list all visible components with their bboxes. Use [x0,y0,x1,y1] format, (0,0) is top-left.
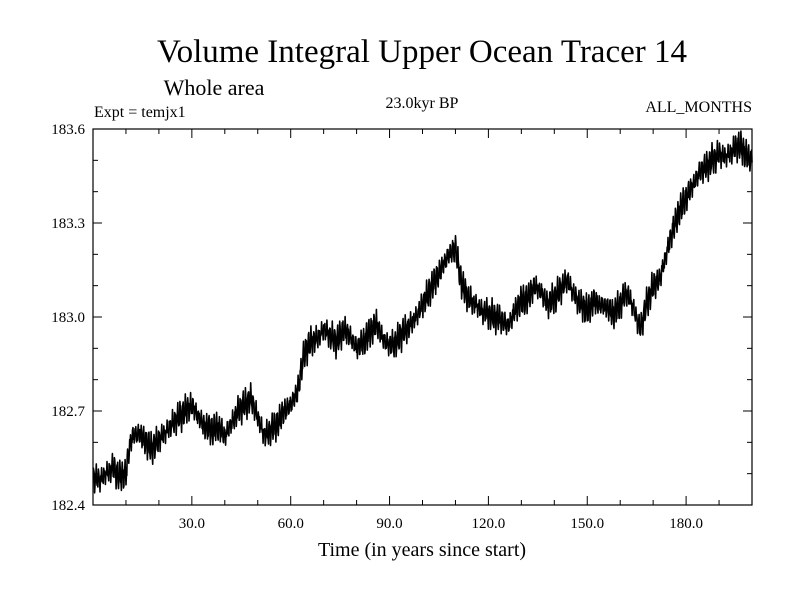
y-tick-label: 183.6 [51,122,85,138]
x-tick-label: 150.0 [570,516,604,532]
x-tick-label: 90.0 [376,516,402,532]
x-tick-label: 30.0 [179,516,205,532]
y-tick-label: 183.3 [51,216,85,232]
x-axis: 30.0 60.0 90.0 120.0 150.0 180.0 [125,129,720,532]
series-line [92,130,753,494]
y-tick-label: 182.7 [51,404,85,420]
chart-subtitle: Whole area [164,75,265,100]
x-tick-label: 60.0 [278,516,304,532]
y-tick-label: 182.4 [51,498,85,514]
y-tick-label: 183.0 [51,310,85,326]
y-axis: 182.4 182.7 183.0 183.3 183.6 [51,122,752,514]
x-axis-label: Time (in years since start) [318,539,526,561]
plot-area: 30.0 60.0 90.0 120.0 150.0 180.0 182.4182.718… [51,122,753,532]
experiment-label: Expt = temjx1 [94,104,186,121]
x-tick-label: 120.0 [472,516,506,532]
chart-title: Volume Integral Upper Ocean Tracer 14 [157,34,687,70]
months-label: ALL_MONTHS [645,99,752,116]
epoch-label: 23.0kyr BP [386,95,459,112]
x-tick-label: 180.0 [669,516,703,532]
